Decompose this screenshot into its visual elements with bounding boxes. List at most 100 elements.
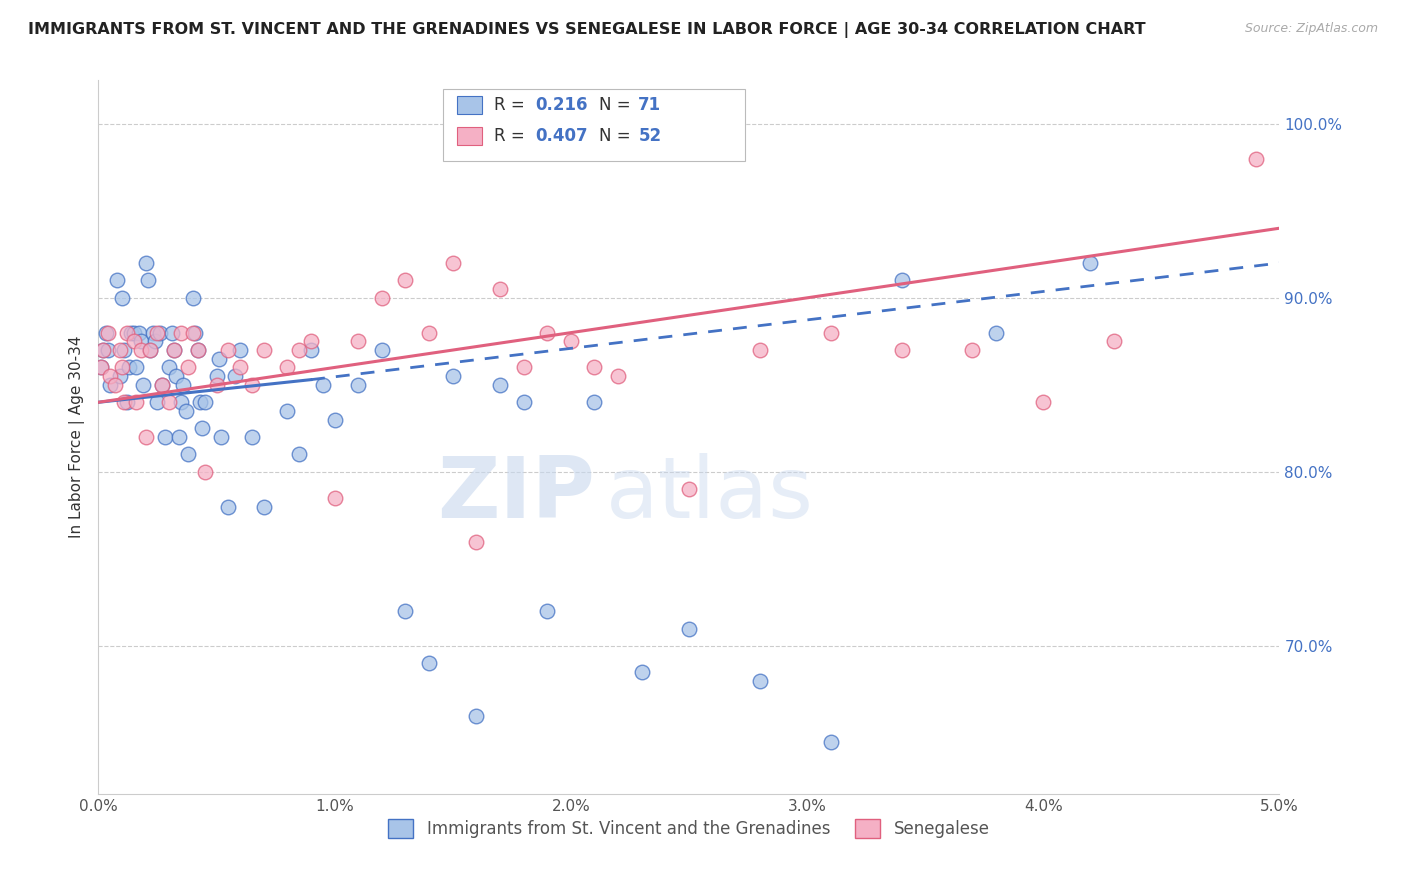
Point — [157, 395, 180, 409]
Point — [288, 343, 311, 357]
Point — [240, 430, 263, 444]
Point — [139, 343, 162, 357]
Point — [205, 369, 228, 384]
Point — [217, 343, 239, 357]
Point — [208, 351, 231, 366]
Point — [820, 326, 842, 340]
Point — [1244, 152, 1267, 166]
Point — [253, 500, 276, 514]
Point — [205, 377, 228, 392]
Point — [489, 282, 512, 296]
Point — [97, 343, 120, 357]
Point — [253, 343, 276, 357]
Point — [191, 421, 214, 435]
Point — [512, 360, 534, 375]
Point — [104, 377, 127, 392]
Point — [748, 673, 770, 688]
Text: 0.216: 0.216 — [536, 96, 588, 114]
Point — [135, 256, 157, 270]
Point — [1032, 395, 1054, 409]
Point — [125, 395, 148, 409]
Point — [224, 369, 246, 384]
Point — [112, 395, 135, 409]
Point — [276, 404, 298, 418]
Point — [129, 334, 152, 349]
Point — [150, 377, 173, 392]
Point — [98, 369, 121, 384]
Point — [890, 273, 912, 287]
Point — [132, 377, 155, 392]
Point — [441, 369, 464, 384]
Point — [112, 343, 135, 357]
Point — [163, 343, 186, 357]
Point — [441, 256, 464, 270]
Point — [184, 326, 207, 340]
Point — [163, 343, 186, 357]
Text: R =: R = — [494, 127, 530, 145]
Text: Source: ZipAtlas.com: Source: ZipAtlas.com — [1244, 22, 1378, 36]
Point — [312, 377, 335, 392]
Point — [607, 369, 630, 384]
Point — [394, 604, 416, 618]
Point — [748, 343, 770, 357]
Point — [122, 326, 145, 340]
Point — [1102, 334, 1125, 349]
Point — [170, 395, 193, 409]
Point — [347, 377, 370, 392]
Point — [165, 369, 187, 384]
Point — [194, 465, 217, 479]
Text: IMMIGRANTS FROM ST. VINCENT AND THE GRENADINES VS SENEGALESE IN LABOR FORCE | AG: IMMIGRANTS FROM ST. VINCENT AND THE GREN… — [28, 22, 1146, 38]
Point — [962, 343, 984, 357]
Point — [536, 604, 558, 618]
Point — [418, 657, 440, 671]
Point — [560, 334, 582, 349]
Point — [820, 734, 842, 748]
Point — [512, 395, 534, 409]
Point — [209, 430, 232, 444]
Point — [536, 326, 558, 340]
Point — [583, 395, 606, 409]
Point — [125, 360, 148, 375]
Point — [187, 343, 209, 357]
Point — [240, 377, 263, 392]
Point — [890, 343, 912, 357]
Point — [583, 360, 606, 375]
Text: R =: R = — [494, 96, 530, 114]
Point — [111, 360, 134, 375]
Point — [174, 404, 197, 418]
Point — [323, 491, 346, 505]
Point — [146, 395, 169, 409]
Point — [181, 326, 204, 340]
Point — [90, 360, 112, 375]
Point — [678, 483, 700, 497]
Text: 71: 71 — [638, 96, 661, 114]
Point — [229, 360, 252, 375]
Point — [288, 448, 311, 462]
Point — [217, 500, 239, 514]
Point — [122, 334, 145, 349]
Point — [188, 395, 211, 409]
Point — [97, 326, 120, 340]
Legend: Immigrants from St. Vincent and the Grenadines, Senegalese: Immigrants from St. Vincent and the Gren… — [380, 810, 998, 847]
Point — [418, 326, 440, 340]
Point — [465, 708, 488, 723]
Point — [984, 326, 1007, 340]
Point — [177, 360, 200, 375]
Point — [678, 622, 700, 636]
Point — [630, 665, 652, 679]
Point — [194, 395, 217, 409]
Point — [394, 273, 416, 287]
Point — [371, 291, 394, 305]
Point — [121, 326, 143, 340]
Point — [143, 334, 166, 349]
Text: 0.407: 0.407 — [536, 127, 588, 145]
Point — [177, 448, 200, 462]
Point — [157, 360, 180, 375]
Point — [91, 343, 114, 357]
Point — [111, 291, 134, 305]
Point — [135, 430, 157, 444]
Point — [142, 326, 165, 340]
Point — [170, 326, 193, 340]
Point — [146, 326, 169, 340]
Point — [299, 343, 322, 357]
